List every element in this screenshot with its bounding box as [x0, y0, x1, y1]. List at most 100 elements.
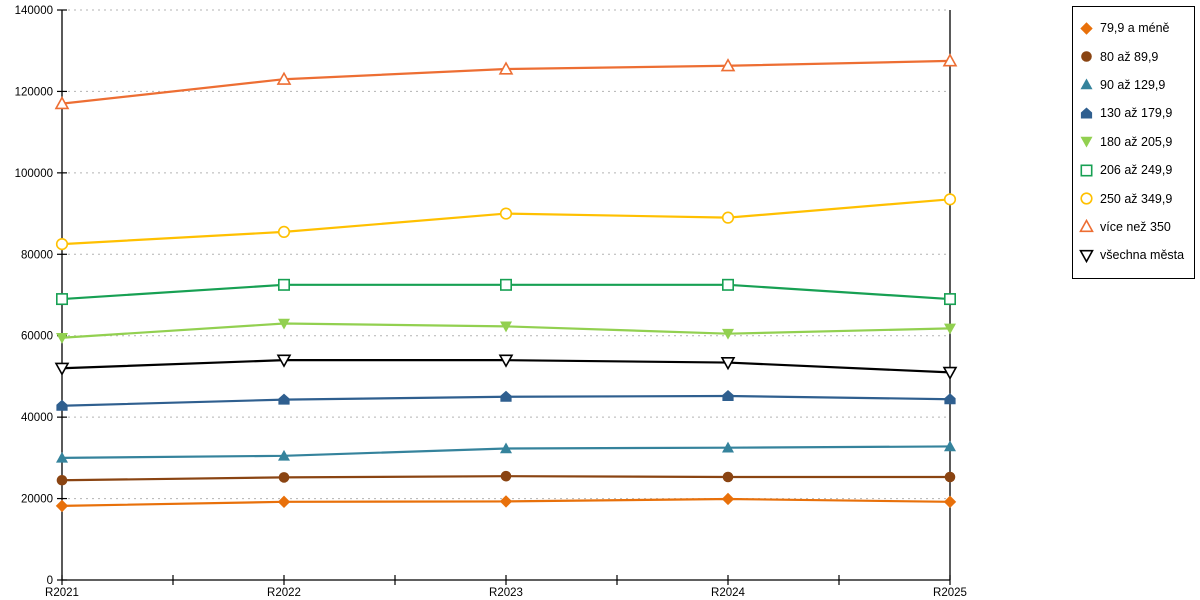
- legend-item-1: 79,9 a méně: [1079, 14, 1188, 42]
- data-point-marker: [55, 499, 69, 513]
- legend-item-9: všechna města: [1079, 241, 1188, 269]
- data-point-marker: [499, 495, 513, 508]
- triangle-up-open-icon: [1079, 219, 1094, 233]
- square-open-icon: [1080, 164, 1093, 177]
- data-point-marker: [500, 390, 512, 402]
- y-tick-label: 60000: [21, 331, 53, 343]
- y-tick-label: 140000: [15, 5, 53, 17]
- data-point-marker: [1080, 21, 1093, 35]
- series-8: [54, 53, 958, 110]
- y-tick-label: 0: [47, 575, 53, 587]
- x-tick-label: R2024: [711, 587, 745, 599]
- data-point-marker: [277, 495, 291, 509]
- series-5: [56, 318, 956, 344]
- x-tick-label: R2025: [933, 587, 967, 599]
- data-point-marker: [56, 474, 68, 486]
- data-point-marker: [55, 238, 69, 251]
- data-point-marker: [944, 471, 956, 483]
- data-point-marker: [498, 61, 514, 75]
- data-point-marker: [721, 211, 735, 224]
- data-point-marker: [56, 332, 68, 344]
- data-point-marker: [944, 440, 956, 452]
- series-4: [56, 389, 956, 411]
- x-tick-label: R2023: [489, 587, 523, 599]
- legend-item-6: 206 až 249,9: [1079, 156, 1188, 184]
- legend-item-4: 130 až 179,9: [1079, 99, 1188, 127]
- data-point-marker: [54, 362, 70, 376]
- series-3: [56, 440, 956, 463]
- data-point-marker: [943, 293, 956, 306]
- data-point-marker: [499, 278, 512, 291]
- pentagon-icon: [1080, 107, 1093, 119]
- data-point-marker: [722, 328, 734, 340]
- legend-item-label: všechna města: [1100, 248, 1185, 263]
- triangle-down-open-icon: [1079, 249, 1094, 263]
- data-point-marker: [276, 71, 292, 85]
- data-point-marker: [277, 278, 290, 291]
- data-point-marker: [278, 318, 290, 330]
- series-7: [55, 193, 957, 251]
- data-point-marker: [942, 53, 958, 67]
- legend-item-label: 130 až 179,9: [1100, 106, 1173, 121]
- series-1: [55, 492, 957, 513]
- data-point-marker: [499, 207, 513, 220]
- data-point-marker: [500, 321, 512, 333]
- data-point-marker: [722, 389, 734, 401]
- legend-item-label: 180 až 205,9: [1100, 134, 1173, 149]
- legend-item-8: více než 350: [1079, 213, 1188, 241]
- x-tick-label: R2022: [267, 587, 301, 599]
- data-point-marker: [720, 58, 736, 72]
- series-line: [61, 198, 951, 246]
- legend-item-label: 90 až 129,9: [1100, 77, 1166, 92]
- series-2: [56, 470, 956, 486]
- data-point-marker: [54, 95, 70, 110]
- series-9: [54, 354, 958, 381]
- data-point-marker: [944, 323, 956, 335]
- triangle-up-icon: [1080, 78, 1093, 90]
- data-point-marker: [500, 442, 512, 454]
- data-point-marker: [944, 393, 956, 405]
- data-point-marker: [942, 366, 958, 381]
- data-point-marker: [278, 449, 290, 461]
- data-point-marker: [943, 495, 957, 509]
- y-tick-label: 40000: [21, 412, 53, 424]
- data-point-marker: [1080, 78, 1093, 90]
- x-tick-label: R2021: [45, 587, 79, 599]
- data-point-marker: [1081, 51, 1092, 62]
- y-tick-label: 20000: [21, 494, 53, 506]
- data-point-marker: [56, 451, 68, 463]
- data-point-marker: [277, 225, 291, 238]
- diamond-icon: [1080, 21, 1093, 35]
- legend-item-5: 180 až 205,9: [1079, 128, 1188, 156]
- data-point-marker: [55, 293, 68, 306]
- circle-open-icon: [1080, 192, 1093, 205]
- data-point-marker: [1080, 136, 1093, 148]
- y-tick-label: 120000: [15, 86, 53, 98]
- legend-item-label: více než 350: [1100, 219, 1171, 234]
- data-point-marker: [722, 471, 734, 483]
- data-point-marker: [276, 354, 292, 368]
- data-point-marker: [721, 278, 734, 291]
- data-point-marker: [498, 354, 514, 368]
- data-point-marker: [278, 472, 290, 483]
- data-point-marker: [500, 470, 512, 482]
- y-tick-label: 100000: [15, 168, 53, 180]
- legend-item-label: 206 až 249,9: [1100, 163, 1173, 178]
- circle-icon: [1081, 51, 1092, 62]
- y-tick-label: 80000: [21, 249, 53, 261]
- triangle-down-icon: [1080, 136, 1093, 148]
- legend-item-7: 250 až 349,9: [1079, 184, 1188, 212]
- legend-item-3: 90 až 129,9: [1079, 71, 1188, 99]
- data-point-marker: [278, 393, 290, 405]
- chart-legend: 79,9 a méně 80 až 89,9 90 až 129,9 130 až 1…: [1072, 6, 1195, 279]
- data-point-marker: [1080, 192, 1093, 205]
- legend-item-2: 80 až 89,9: [1079, 42, 1188, 70]
- data-point-marker: [721, 492, 735, 506]
- data-point-marker: [1079, 249, 1094, 263]
- legend-item-label: 79,9 a méně: [1100, 21, 1170, 36]
- data-point-marker: [722, 441, 734, 453]
- data-point-marker: [720, 356, 736, 371]
- data-point-marker: [56, 399, 68, 411]
